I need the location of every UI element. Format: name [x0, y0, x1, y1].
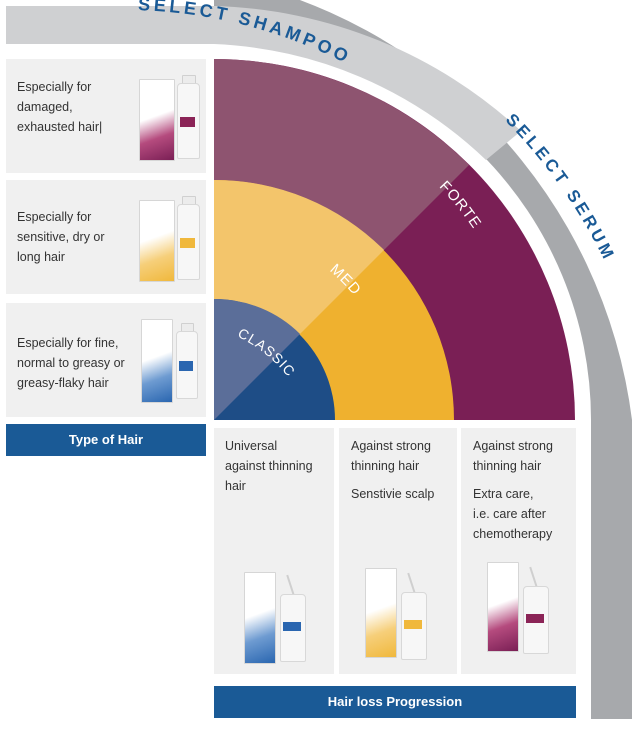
hair-type-card-fine: Especially for fine, normal to greasy or…	[6, 303, 206, 417]
classic-shampoo-icon	[141, 317, 201, 407]
forte-shampoo-icon	[139, 73, 200, 163]
select-shampoo-band	[6, 6, 521, 160]
forte-serum-icon	[487, 562, 557, 658]
hair-type-text-damaged: Especially for damaged, exhausted hair|	[17, 80, 103, 134]
hair-type-text-sensitive: Especially for sensitive, dry or long ha…	[17, 210, 105, 264]
hair-loss-progression-label: Hair loss Progression	[214, 686, 576, 718]
type-of-hair-label: Type of Hair	[6, 424, 206, 456]
classic-serum-icon	[244, 570, 314, 666]
classic-arc-highlight	[214, 298, 300, 420]
progression-card-classic: Universal against thinning hair	[214, 428, 334, 674]
progression-text-forte: Against strong thinning hair Extra care,…	[473, 439, 553, 541]
progression-card-forte: Against strong thinning hair Extra care,…	[461, 428, 576, 674]
med-shampoo-icon	[139, 194, 200, 284]
med-serum-icon	[365, 568, 435, 664]
select-serum-band-shape	[214, 0, 632, 719]
hair-type-text-fine: Especially for fine, normal to greasy or…	[17, 336, 125, 390]
hair-type-card-damaged: Especially for damaged, exhausted hair|	[6, 59, 206, 173]
progression-card-med: Against strong thinning hair Senstivie s…	[339, 428, 457, 674]
progression-text-med: Against strong thinning hair Senstivie s…	[351, 439, 435, 501]
progression-text-classic: Universal against thinning hair	[225, 439, 313, 493]
hair-type-card-sensitive: Especially for sensitive, dry or long ha…	[6, 180, 206, 294]
